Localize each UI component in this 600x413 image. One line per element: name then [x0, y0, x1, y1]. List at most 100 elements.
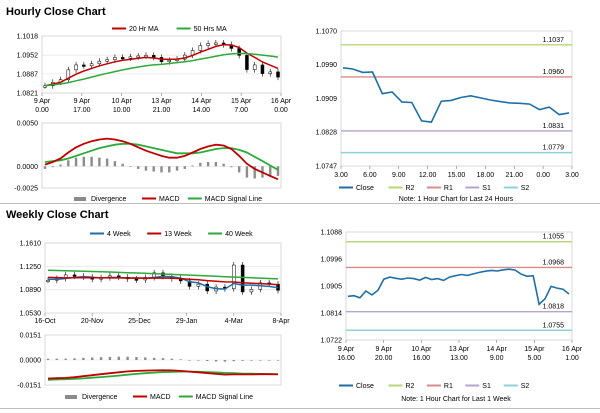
hourly-price-candle	[268, 71, 272, 74]
hourly-macd-divergence-bar	[105, 158, 109, 167]
weekly-macd-y-tick: 0.0151	[20, 333, 42, 340]
hourly-pivot-y-tick: 1.0990	[316, 62, 338, 69]
weekly-macd-divergence-bar	[267, 360, 271, 361]
weekly-price-candle	[187, 280, 192, 287]
hourly-price-candle	[89, 63, 94, 67]
hourly-price-x-tick: 9 Apr 17.00	[73, 98, 91, 114]
hourly-section-title: Hourly Close Chart	[6, 6, 106, 18]
weekly-price-candle	[196, 283, 201, 287]
hourly-pivot-legend-label: R2	[406, 185, 415, 192]
hourly-macd-macd-line	[44, 137, 279, 181]
weekly-macd-divergence-bar	[64, 358, 67, 360]
hourly-macd-divergence-bar	[206, 162, 210, 167]
weekly-macd-y-tick: -0.0151	[17, 383, 41, 390]
hourly-pivot-legend-label: S2	[521, 185, 530, 192]
hourly-macd-divergence-bar	[199, 162, 202, 167]
hourly-macd-divergence-bar	[230, 166, 233, 168]
weekly-pivot-y-tick: 1.1088	[321, 230, 343, 237]
hourly-macd-y-tick: -0.0025	[14, 186, 38, 193]
hourly-price-candle	[252, 64, 257, 70]
weekly-macd-divergence-bar	[223, 360, 227, 362]
hourly-macd-divergence-bar	[222, 163, 225, 167]
hourly-pivot-close-line	[342, 67, 570, 123]
hourly-macd-divergence-bar	[82, 156, 86, 167]
hourly-price-x-tick: 9 Apr 0.00	[34, 98, 51, 114]
hourly-macd-divergence-bar	[269, 166, 272, 177]
weekly-macd-legend-swatch	[65, 395, 77, 399]
hourly-price-x-tick: 16 Apr 0.00	[271, 98, 292, 114]
weekly-price-y-tick: 1.0890	[20, 287, 42, 294]
hourly-price-x-tick: 10 Apr 10.00	[112, 98, 133, 114]
weekly-price-candle	[134, 278, 139, 281]
hourly-pivot-x-tick: 3.00	[565, 172, 579, 179]
weekly-price-candle	[46, 280, 50, 283]
weekly-price-candle	[249, 289, 254, 293]
weekly-macd-legend-label: MACD	[150, 394, 171, 401]
weekly-pivot-y-tick: 1.0905	[321, 284, 343, 291]
hourly-macd-divergence-bar	[152, 166, 155, 172]
hourly-pivot-x-tick: 3.00	[334, 172, 348, 179]
hourly-pivot-y-tick: 1.0909	[316, 96, 338, 103]
weekly-pivot-level-label: 1.1055	[543, 234, 565, 241]
weekly-pivot-y-tick: 1.0722	[321, 338, 343, 345]
hourly-macd-divergence-bar	[113, 161, 117, 167]
hourly-price-line-20-hr-ma	[44, 43, 279, 87]
weekly-macd-divergence-bar	[250, 360, 253, 361]
hourly-price-candle	[237, 48, 241, 56]
hourly-pivot-x-tick: 15.00	[448, 172, 466, 179]
hourly-price-candle	[105, 59, 109, 62]
hourly-price-candle	[128, 56, 133, 59]
weekly-macd-divergence-bar	[259, 360, 262, 361]
hourly-pivot-x-tick: 9.00	[392, 172, 406, 179]
weekly-price-y-tick: 1.1610	[20, 241, 42, 248]
weekly-pivot-y-tick: 1.0814	[321, 310, 343, 317]
hourly-pivot-x-tick: 18.00	[477, 172, 495, 179]
weekly-macd-divergence-bar	[117, 356, 120, 360]
hourly-price-candle	[260, 64, 265, 74]
hourly-macd-divergence-bar	[245, 166, 249, 178]
weekly-macd-divergence-bar	[73, 358, 76, 360]
hourly-pivot-x-tick: 12.00	[419, 172, 437, 179]
weekly-pivot-x-tick: 15 Apr 5.00	[524, 346, 545, 362]
hourly-price-y-tick: 1.0821	[17, 91, 39, 98]
hourly-macd-divergence-bar	[51, 166, 54, 168]
weekly-section-title: Weekly Close Chart	[6, 209, 109, 221]
section-divider	[0, 203, 600, 204]
weekly-macd-divergence-bar	[232, 360, 235, 362]
hourly-macd-legend-label: MACD	[159, 196, 180, 203]
weekly-macd-divergence-bar	[161, 358, 165, 360]
hourly-price-candle	[198, 45, 203, 51]
weekly-macd-divergence-bar	[108, 356, 112, 360]
hourly-macd-legend-swatch	[74, 197, 86, 201]
weekly-pivot-x-tick: 13 Apr 13.00	[449, 346, 470, 362]
weekly-pivot-close-line	[347, 268, 570, 306]
hourly-price-candle	[151, 55, 156, 58]
weekly-pivot-level-label: 1.0755	[543, 322, 565, 329]
hourly-pivot-x-tick: 21.00	[505, 172, 523, 179]
hourly-pivot-level-label: 1.1037	[543, 37, 565, 44]
weekly-pivot-legend-label: R1	[444, 383, 453, 390]
hourly-price-candle	[97, 60, 102, 65]
weekly-macd-divergence-bar	[197, 360, 200, 361]
hourly-price-candle	[66, 69, 71, 80]
weekly-pivot-level-label: 1.0818	[543, 304, 565, 311]
weekly-price-legend-label: 13 Week	[164, 231, 192, 238]
hourly-macd-divergence-bar	[67, 160, 70, 167]
hourly-price-candle	[245, 55, 249, 70]
weekly-macd-divergence-bar	[144, 357, 147, 360]
weekly-pivot-legend-label: S1	[482, 383, 491, 390]
hourly-macd-y-tick: 0.0050	[17, 121, 39, 128]
weekly-pivot-y-tick: 1.0996	[321, 257, 343, 264]
weekly-pivot-legend-label: R2	[406, 383, 415, 390]
weekly-macd-divergence-bar	[82, 357, 85, 360]
hourly-price-x-tick: 13 Apr 21.00	[151, 98, 172, 114]
weekly-macd-divergence-bar	[91, 357, 94, 360]
weekly-macd-divergence-bar	[46, 358, 50, 360]
weekly-macd-divergence-bar	[188, 360, 191, 361]
hourly-macd-divergence-bar	[253, 166, 256, 179]
weekly-macd-y-tick: 0.0000	[20, 358, 42, 365]
hourly-macd-divergence-bar	[90, 156, 93, 167]
hourly-price-candle	[136, 55, 140, 58]
hourly-pivot-level-label: 1.0831	[543, 123, 565, 130]
weekly-price-legend-label: 4 Week	[107, 231, 131, 238]
